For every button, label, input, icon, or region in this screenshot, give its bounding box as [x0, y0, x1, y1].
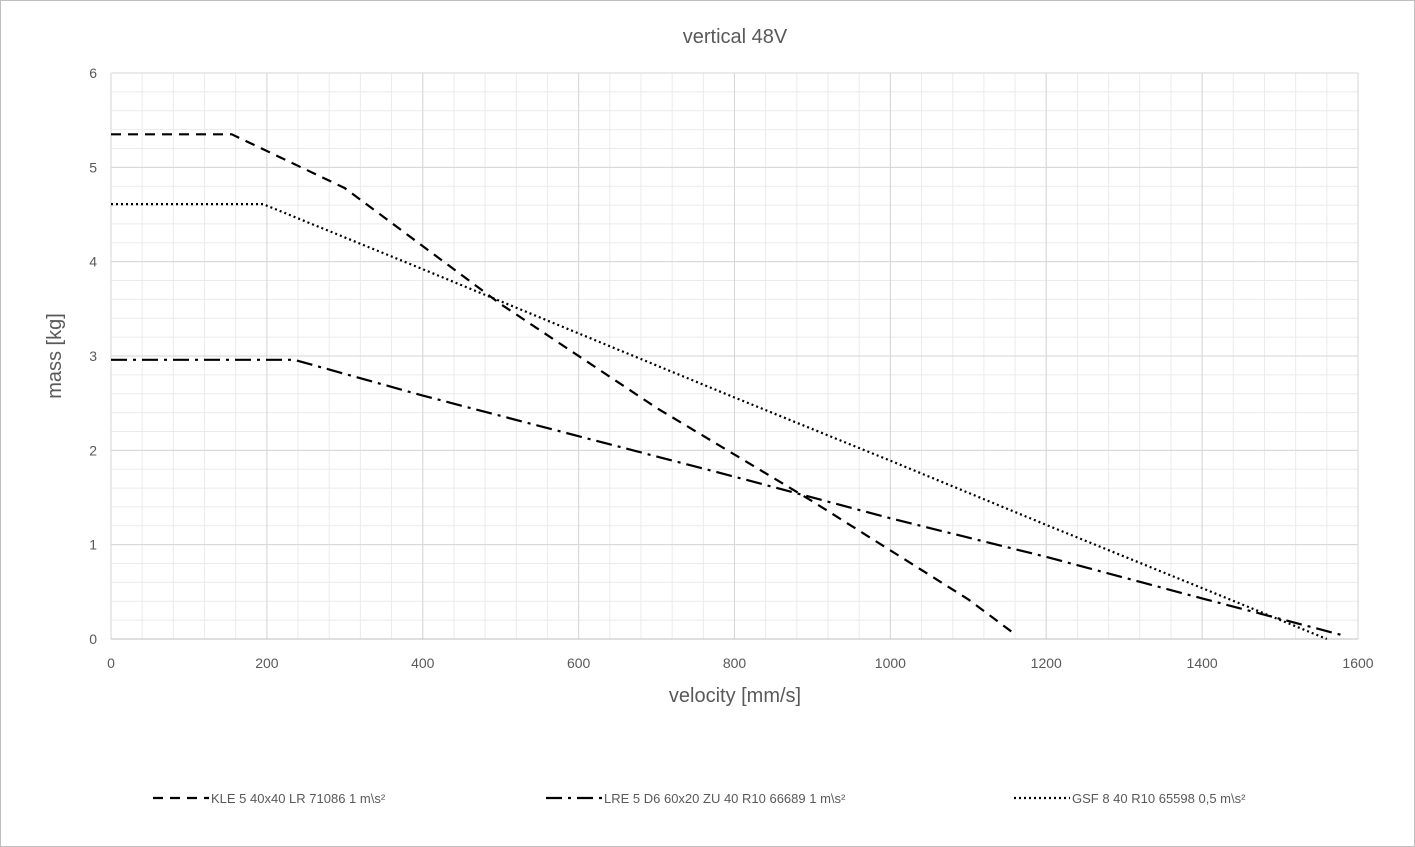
x-tick-label: 800 — [723, 655, 747, 671]
x-tick-label: 1000 — [875, 655, 906, 671]
legend-label-1: KLE 5 40x40 LR 71086 1 m\s² — [211, 791, 386, 806]
y-tick-label: 6 — [89, 65, 97, 81]
y-tick-label: 0 — [89, 631, 97, 647]
legend: KLE 5 40x40 LR 71086 1 m\s² LRE 5 D6 60x2… — [153, 791, 1246, 806]
series-lines — [111, 133, 1343, 641]
y-axis-title: mass [kg] — [44, 313, 66, 399]
legend-label-3: GSF 8 40 R10 65598 0,5 m\s² — [1072, 791, 1246, 806]
x-tick-label: 400 — [411, 655, 435, 671]
tick-labels: 0 200 400 600 800 1000 1200 1400 1600 0 1 2 3 4 5 6 — [89, 65, 1374, 671]
series-line-2 — [111, 358, 1343, 637]
x-tick-label: 600 — [567, 655, 591, 671]
y-tick-label: 5 — [89, 159, 97, 175]
series-line-1 — [111, 133, 1016, 636]
x-axis-title: velocity [mm/s] — [669, 685, 801, 707]
y-tick-label: 3 — [89, 348, 97, 364]
x-tick-label: 1400 — [1187, 655, 1218, 671]
legend-label-2: LRE 5 D6 60x20 ZU 40 R10 66689 1 m\s² — [604, 791, 846, 806]
major-gridlines — [110, 72, 1359, 640]
x-tick-label: 1200 — [1031, 655, 1062, 671]
y-tick-label: 1 — [89, 537, 97, 553]
chart-title: vertical 48V — [683, 26, 788, 48]
x-tick-label: 0 — [107, 655, 115, 671]
y-tick-label: 2 — [89, 442, 97, 458]
x-tick-label: 1600 — [1342, 655, 1373, 671]
x-tick-label: 200 — [255, 655, 279, 671]
y-tick-label: 4 — [89, 254, 97, 270]
series-line-3 — [111, 203, 1328, 641]
